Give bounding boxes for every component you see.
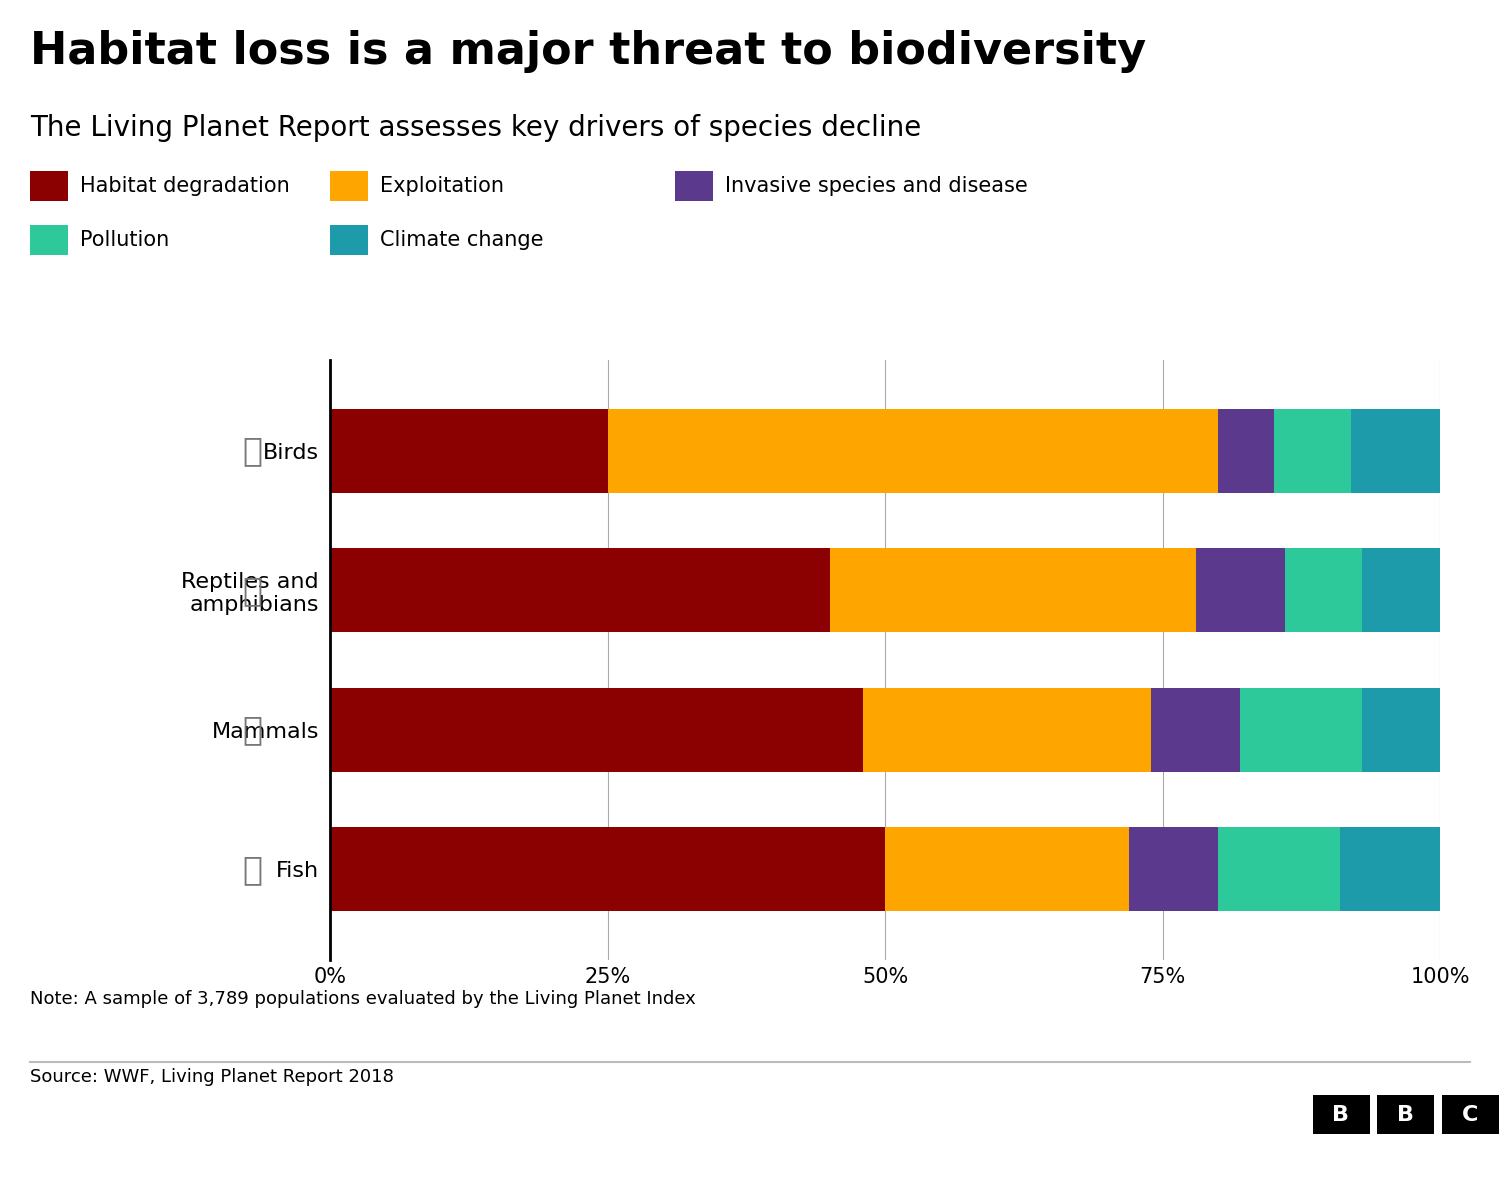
Text: 🐦: 🐦 [243,434,262,467]
Text: 🐸: 🐸 [243,574,262,607]
Bar [862,688,1152,772]
Text: Habitat degradation: Habitat degradation [80,176,290,196]
Text: C: C [1462,1105,1478,1124]
Text: The Living Planet Report assesses key drivers of species decline: The Living Planet Report assesses key dr… [30,114,921,142]
Bar [1218,828,1340,911]
Text: Source: WWF, Living Planet Report 2018: Source: WWF, Living Planet Report 2018 [30,1068,395,1086]
Bar [330,688,862,772]
Text: Habitat loss is a major threat to biodiversity: Habitat loss is a major threat to biodiv… [30,30,1146,73]
Bar [830,548,1196,632]
Text: B: B [1396,1105,1414,1124]
Bar [330,548,830,632]
Bar [1240,688,1362,772]
Bar [330,409,608,492]
Bar [1152,688,1240,772]
Bar [1130,828,1218,911]
Bar [1218,409,1274,492]
Bar [1284,548,1362,632]
Text: Pollution: Pollution [80,230,168,250]
Text: 🐻: 🐻 [243,713,262,746]
Text: Note: A sample of 3,789 populations evaluated by the Living Planet Index: Note: A sample of 3,789 populations eval… [30,990,696,1008]
Bar [1196,548,1284,632]
Text: Climate change: Climate change [380,230,543,250]
Bar [1352,409,1440,492]
Bar [330,828,885,911]
Bar [1274,409,1352,492]
Text: 🐟: 🐟 [243,853,262,886]
Text: B: B [1332,1105,1350,1124]
Bar [1340,828,1440,911]
Bar [1362,548,1440,632]
Bar [608,409,1218,492]
Bar [1362,688,1440,772]
Text: Invasive species and disease: Invasive species and disease [724,176,1028,196]
Bar [885,828,1130,911]
Text: Exploitation: Exploitation [380,176,504,196]
